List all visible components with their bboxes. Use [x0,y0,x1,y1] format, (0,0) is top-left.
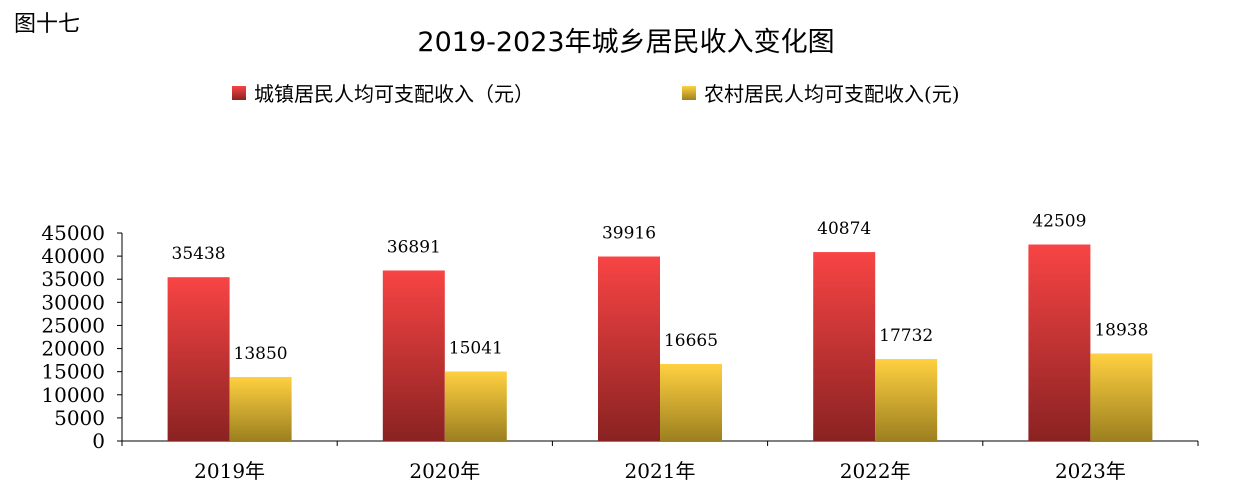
legend-label-rural: 农村居民人均可支配收入(元) [704,82,960,106]
legend-swatch-rural [682,85,696,100]
x-tick-label: 2019年 [194,459,265,483]
chart-title: 2019-2023年城乡居民收入变化图 [417,27,835,58]
bar-rural [444,371,507,441]
y-tick-label: 40000 [41,244,105,268]
data-label: 35438 [172,244,226,264]
x-tick-label: 2022年 [840,459,911,483]
bar-rural [229,376,292,441]
legend-swatch-urban [232,85,246,100]
data-label: 40874 [817,219,871,239]
legend-item-rural: 农村居民人均可支配收入(元) [682,78,960,107]
data-label: 36891 [387,237,441,257]
y-tick-label: 20000 [41,337,105,361]
bar-urban [382,270,445,441]
data-label: 17732 [879,326,933,346]
data-label: 42509 [1032,212,1086,232]
y-tick-label: 25000 [41,313,105,337]
y-tick-label: 5000 [54,406,105,430]
bar-rural [875,359,938,441]
bar-urban [598,256,660,441]
y-tick-label: 0 [92,429,105,453]
y-tick-label: 45000 [41,221,105,245]
legend-label-urban: 城镇居民人均可支配收入（元） [254,82,534,106]
y-tick-label: 10000 [41,383,105,407]
y-tick-label: 35000 [41,267,105,291]
figure-label: 图十七 [14,12,81,37]
data-label: 13850 [234,344,288,364]
bar-urban [1028,244,1091,441]
x-tick-label: 2021年 [625,459,696,483]
bar-rural [660,363,722,441]
data-label: 18938 [1094,320,1148,340]
legend: 城镇居民人均可支配收入（元） 农村居民人均可支配收入(元) [0,78,1252,108]
legend-item-urban: 城镇居民人均可支配收入（元） [232,78,534,107]
bar-urban [813,252,876,441]
data-label: 16665 [664,331,718,351]
data-label: 15041 [449,338,503,358]
bar-rural [1090,353,1153,441]
data-label: 39916 [602,223,656,243]
y-tick-label: 15000 [41,360,105,384]
y-tick-label: 30000 [41,290,105,314]
x-tick-label: 2020年 [409,459,480,483]
x-tick-label: 2023年 [1055,459,1126,483]
bar-urban [167,277,230,441]
